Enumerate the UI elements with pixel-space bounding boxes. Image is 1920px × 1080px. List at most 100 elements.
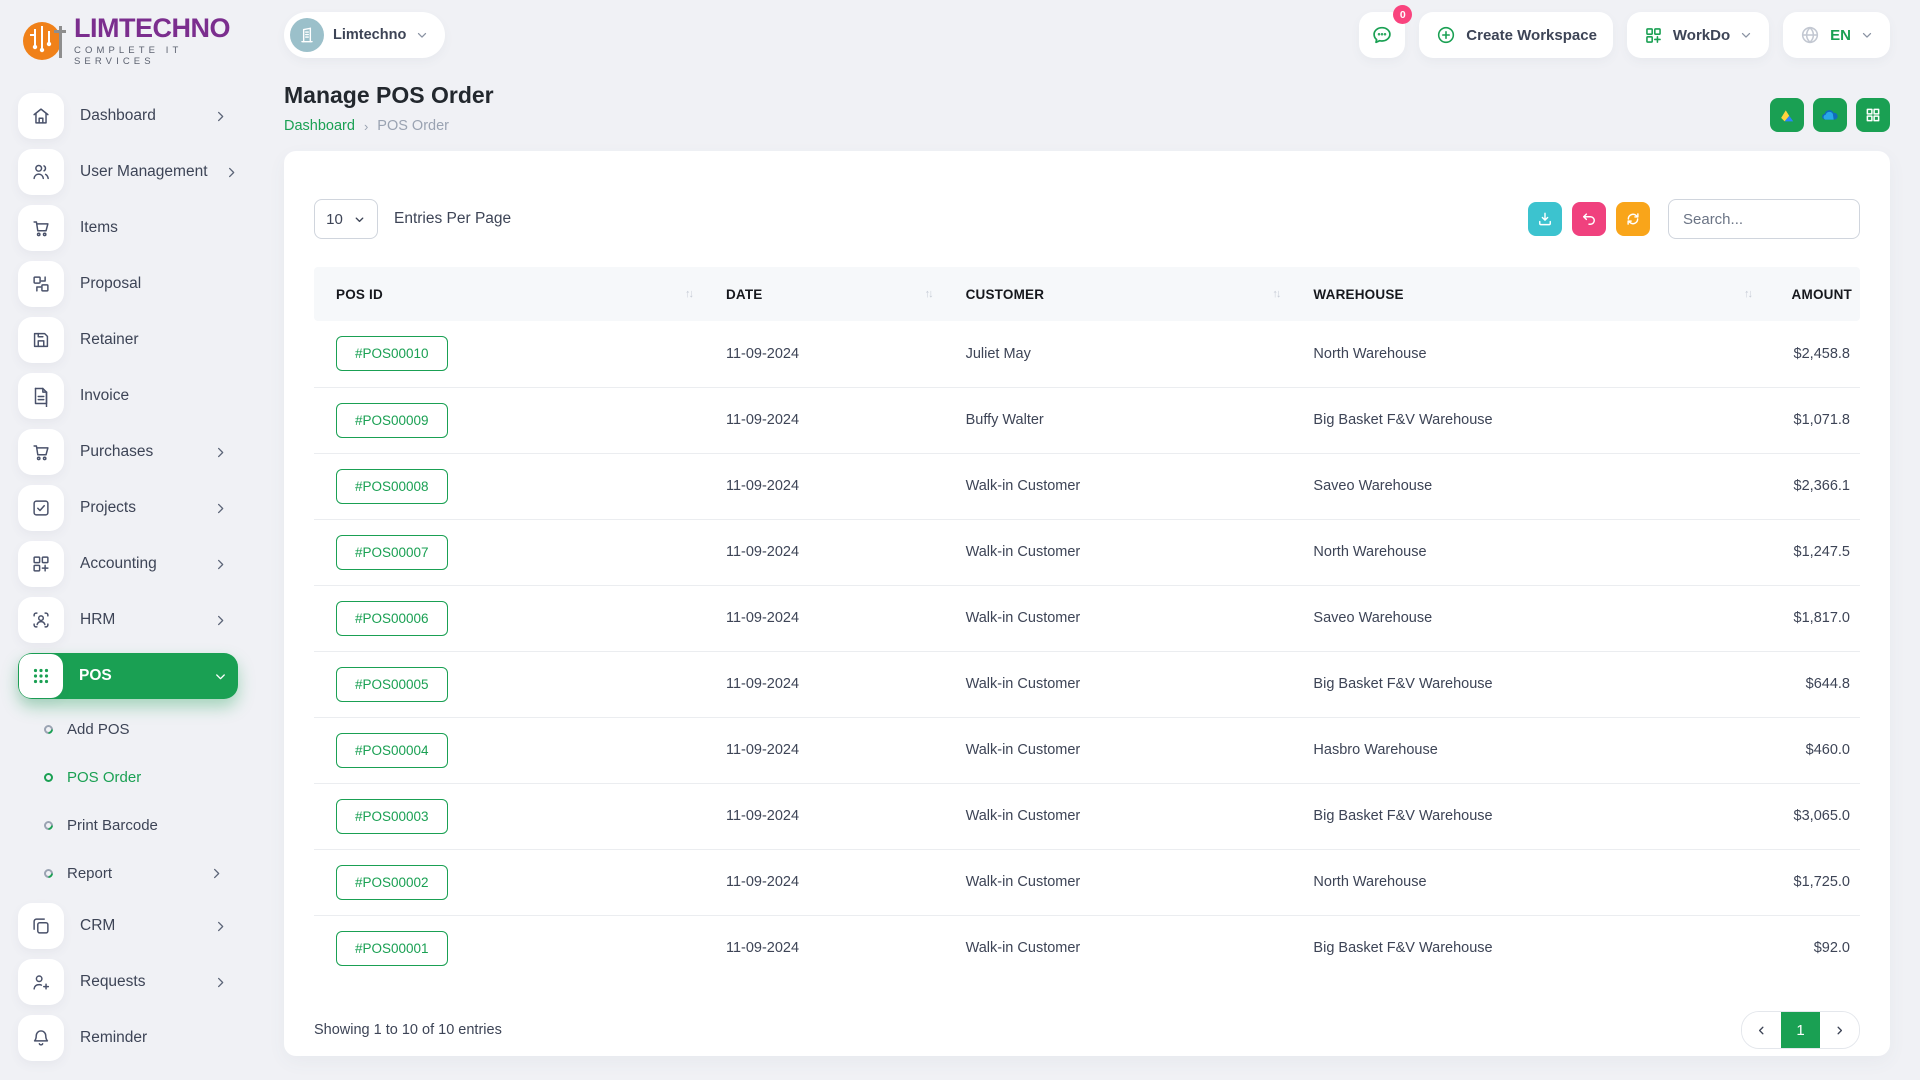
pos-id-button[interactable]: #POS00002 bbox=[336, 864, 448, 900]
sidebar-item-invoice[interactable]: Invoice bbox=[18, 373, 238, 420]
pagination-prev-button[interactable] bbox=[1742, 1012, 1781, 1048]
chevron-right-icon: › bbox=[363, 118, 369, 134]
cell-warehouse: Saveo Warehouse bbox=[1303, 584, 1775, 651]
sidebar-item-reminder[interactable]: Reminder bbox=[18, 1015, 238, 1062]
pos-id-button[interactable]: #POS00006 bbox=[336, 600, 448, 636]
user-scan-icon bbox=[18, 597, 64, 644]
table-row: #POS00001 11-09-2024 Walk-in Customer Bi… bbox=[314, 914, 1860, 981]
pagination-next-button[interactable] bbox=[1820, 1012, 1859, 1048]
sidebar-item-items[interactable]: Items bbox=[18, 205, 238, 252]
cell-customer: Walk-in Customer bbox=[955, 782, 1304, 849]
table-header-row: POS ID ↑↓ DATE ↑↓ CUSTOMER ↑↓ WAREHOUSE ↑↓ A… bbox=[314, 267, 1860, 321]
cell-date: 11-09-2024 bbox=[715, 518, 956, 585]
undo-arrow-icon bbox=[1580, 210, 1598, 228]
cell-amount: $460.0 bbox=[1774, 716, 1860, 783]
cell-warehouse: Big Basket F&V Warehouse bbox=[1303, 386, 1775, 453]
pos-id-button[interactable]: #POS00001 bbox=[336, 930, 448, 966]
sidebar-item-dashboard[interactable]: Dashboard bbox=[18, 93, 238, 140]
cell-date: 11-09-2024 bbox=[715, 782, 956, 849]
pos-id-button[interactable]: #POS00004 bbox=[336, 732, 448, 768]
cell-warehouse: Hasbro Warehouse bbox=[1303, 716, 1775, 783]
chevron-right-icon bbox=[224, 165, 239, 180]
user-plus-icon bbox=[18, 959, 64, 1006]
cart-icon bbox=[18, 429, 64, 476]
column-header-warehouse[interactable]: WAREHOUSE ↑↓ bbox=[1303, 267, 1775, 321]
cell-customer: Juliet May bbox=[965, 345, 1031, 362]
sidebar-item-hrm[interactable]: HRM bbox=[18, 597, 238, 644]
sort-icon: ↑↓ bbox=[1743, 288, 1753, 300]
workdo-menu-button[interactable]: WorkDo bbox=[1626, 12, 1770, 58]
entries-per-page-select[interactable]: 10 bbox=[314, 199, 378, 239]
pos-id-button[interactable]: #POS00007 bbox=[336, 534, 448, 570]
cell-customer: Walk-in Customer bbox=[955, 914, 1304, 981]
sidebar-item-projects[interactable]: Projects bbox=[18, 485, 238, 532]
sidebar-item-proposal[interactable]: Proposal bbox=[18, 261, 238, 308]
pos-id-button[interactable]: #POS00010 bbox=[336, 336, 448, 372]
pos-id-button[interactable]: #POS00005 bbox=[336, 666, 448, 702]
table-row: #POS00009 11-09-2024 Buffy Walter Big Ba… bbox=[314, 386, 1860, 453]
workspace-avatar bbox=[290, 18, 324, 52]
brand-logo[interactable]: LIMTECHNO COMPLETE IT SERVICES bbox=[18, 14, 238, 67]
breadcrumb: Dashboard › POS Order bbox=[284, 118, 494, 134]
save-icon bbox=[18, 317, 64, 364]
column-header-pos-id[interactable]: POS ID ↑↓ bbox=[314, 267, 716, 321]
language-selector[interactable]: EN bbox=[1783, 12, 1890, 58]
sidebar-item-crm[interactable]: CRM bbox=[18, 903, 238, 950]
undo-button[interactable] bbox=[1572, 202, 1606, 236]
check-square-icon bbox=[18, 485, 64, 532]
entries-value: 10 bbox=[326, 210, 343, 228]
grid-plus-icon bbox=[1643, 25, 1664, 46]
cell-customer: Walk-in Customer bbox=[955, 650, 1304, 717]
cell-warehouse: North Warehouse bbox=[1313, 345, 1427, 362]
sidebar-subitem-pos-order[interactable]: POS Order bbox=[18, 757, 238, 797]
sidebar-item-requests[interactable]: Requests bbox=[18, 959, 238, 1006]
table-row: #POS00008 11-09-2024 Walk-in Customer Sa… bbox=[314, 452, 1860, 519]
column-header-date[interactable]: DATE ↑↓ bbox=[715, 267, 956, 321]
cart-icon bbox=[18, 205, 64, 252]
cell-warehouse: Saveo Warehouse bbox=[1303, 452, 1775, 519]
sidebar-item-purchases[interactable]: Purchases bbox=[18, 429, 238, 476]
refresh-icon bbox=[1624, 210, 1642, 228]
onedrive-sync-button[interactable] bbox=[1813, 98, 1847, 132]
column-header-amount[interactable]: AMOUNT bbox=[1774, 267, 1860, 321]
chevron-down-icon bbox=[1739, 28, 1753, 42]
sidebar-item-retainer[interactable]: Retainer bbox=[18, 317, 238, 364]
cell-date: 11-09-2024 bbox=[725, 345, 800, 362]
topbar: Limtechno 0 Create Workspace bbox=[284, 0, 1890, 70]
create-workspace-button[interactable]: Create Workspace bbox=[1419, 12, 1613, 58]
breadcrumb-dashboard-link[interactable]: Dashboard bbox=[284, 118, 355, 134]
cell-warehouse: North Warehouse bbox=[1303, 518, 1775, 585]
search-input[interactable] bbox=[1668, 199, 1860, 239]
chevron-right-icon bbox=[213, 919, 228, 934]
table-row: #POS00005 11-09-2024 Walk-in Customer Bi… bbox=[314, 650, 1860, 717]
sidebar-subitem-add-pos[interactable]: Add POS bbox=[18, 709, 238, 749]
onedrive-cloud-icon bbox=[1819, 104, 1841, 126]
sidebar-subitem-report[interactable]: Report bbox=[18, 853, 238, 893]
main-content: Limtechno 0 Create Workspace bbox=[256, 0, 1920, 1056]
apps-grid-button[interactable] bbox=[1856, 98, 1890, 132]
google-drive-sync-button[interactable] bbox=[1770, 98, 1804, 132]
table-row: #POS00003 11-09-2024 Walk-in Customer Bi… bbox=[314, 782, 1860, 849]
sidebar-item-user-management[interactable]: User Management bbox=[18, 149, 239, 196]
pos-id-button[interactable]: #POS00008 bbox=[336, 468, 448, 504]
export-button[interactable] bbox=[1528, 202, 1562, 236]
pagination-page-1[interactable]: 1 bbox=[1781, 1012, 1820, 1048]
workspace-selector[interactable]: Limtechno bbox=[284, 12, 446, 58]
cell-warehouse: Big Basket F&V Warehouse bbox=[1303, 650, 1775, 717]
messages-button[interactable]: 0 bbox=[1359, 5, 1413, 58]
chevron-down-icon bbox=[213, 669, 228, 684]
sidebar-item-pos[interactable]: POS bbox=[18, 653, 238, 700]
globe-icon bbox=[1799, 24, 1821, 46]
pos-id-button[interactable]: #POS00003 bbox=[336, 798, 448, 834]
table-row: #POS00010 11-09-2024 Juliet May North Wa… bbox=[314, 321, 1860, 387]
pos-id-button[interactable]: #POS00009 bbox=[336, 402, 448, 438]
sidebar-item-accounting[interactable]: Accounting bbox=[18, 541, 238, 588]
table-footer: Showing 1 to 10 of 10 entries 1 bbox=[314, 1011, 1860, 1049]
column-header-customer[interactable]: CUSTOMER ↑↓ bbox=[955, 267, 1304, 321]
table-row: #POS00007 11-09-2024 Walk-in Customer No… bbox=[314, 518, 1860, 585]
refresh-button[interactable] bbox=[1616, 202, 1650, 236]
cell-date: 11-09-2024 bbox=[715, 848, 956, 915]
document-icon bbox=[18, 373, 64, 420]
sidebar-subitem-print-barcode[interactable]: Print Barcode bbox=[18, 805, 238, 845]
chevron-right-icon bbox=[213, 501, 228, 516]
